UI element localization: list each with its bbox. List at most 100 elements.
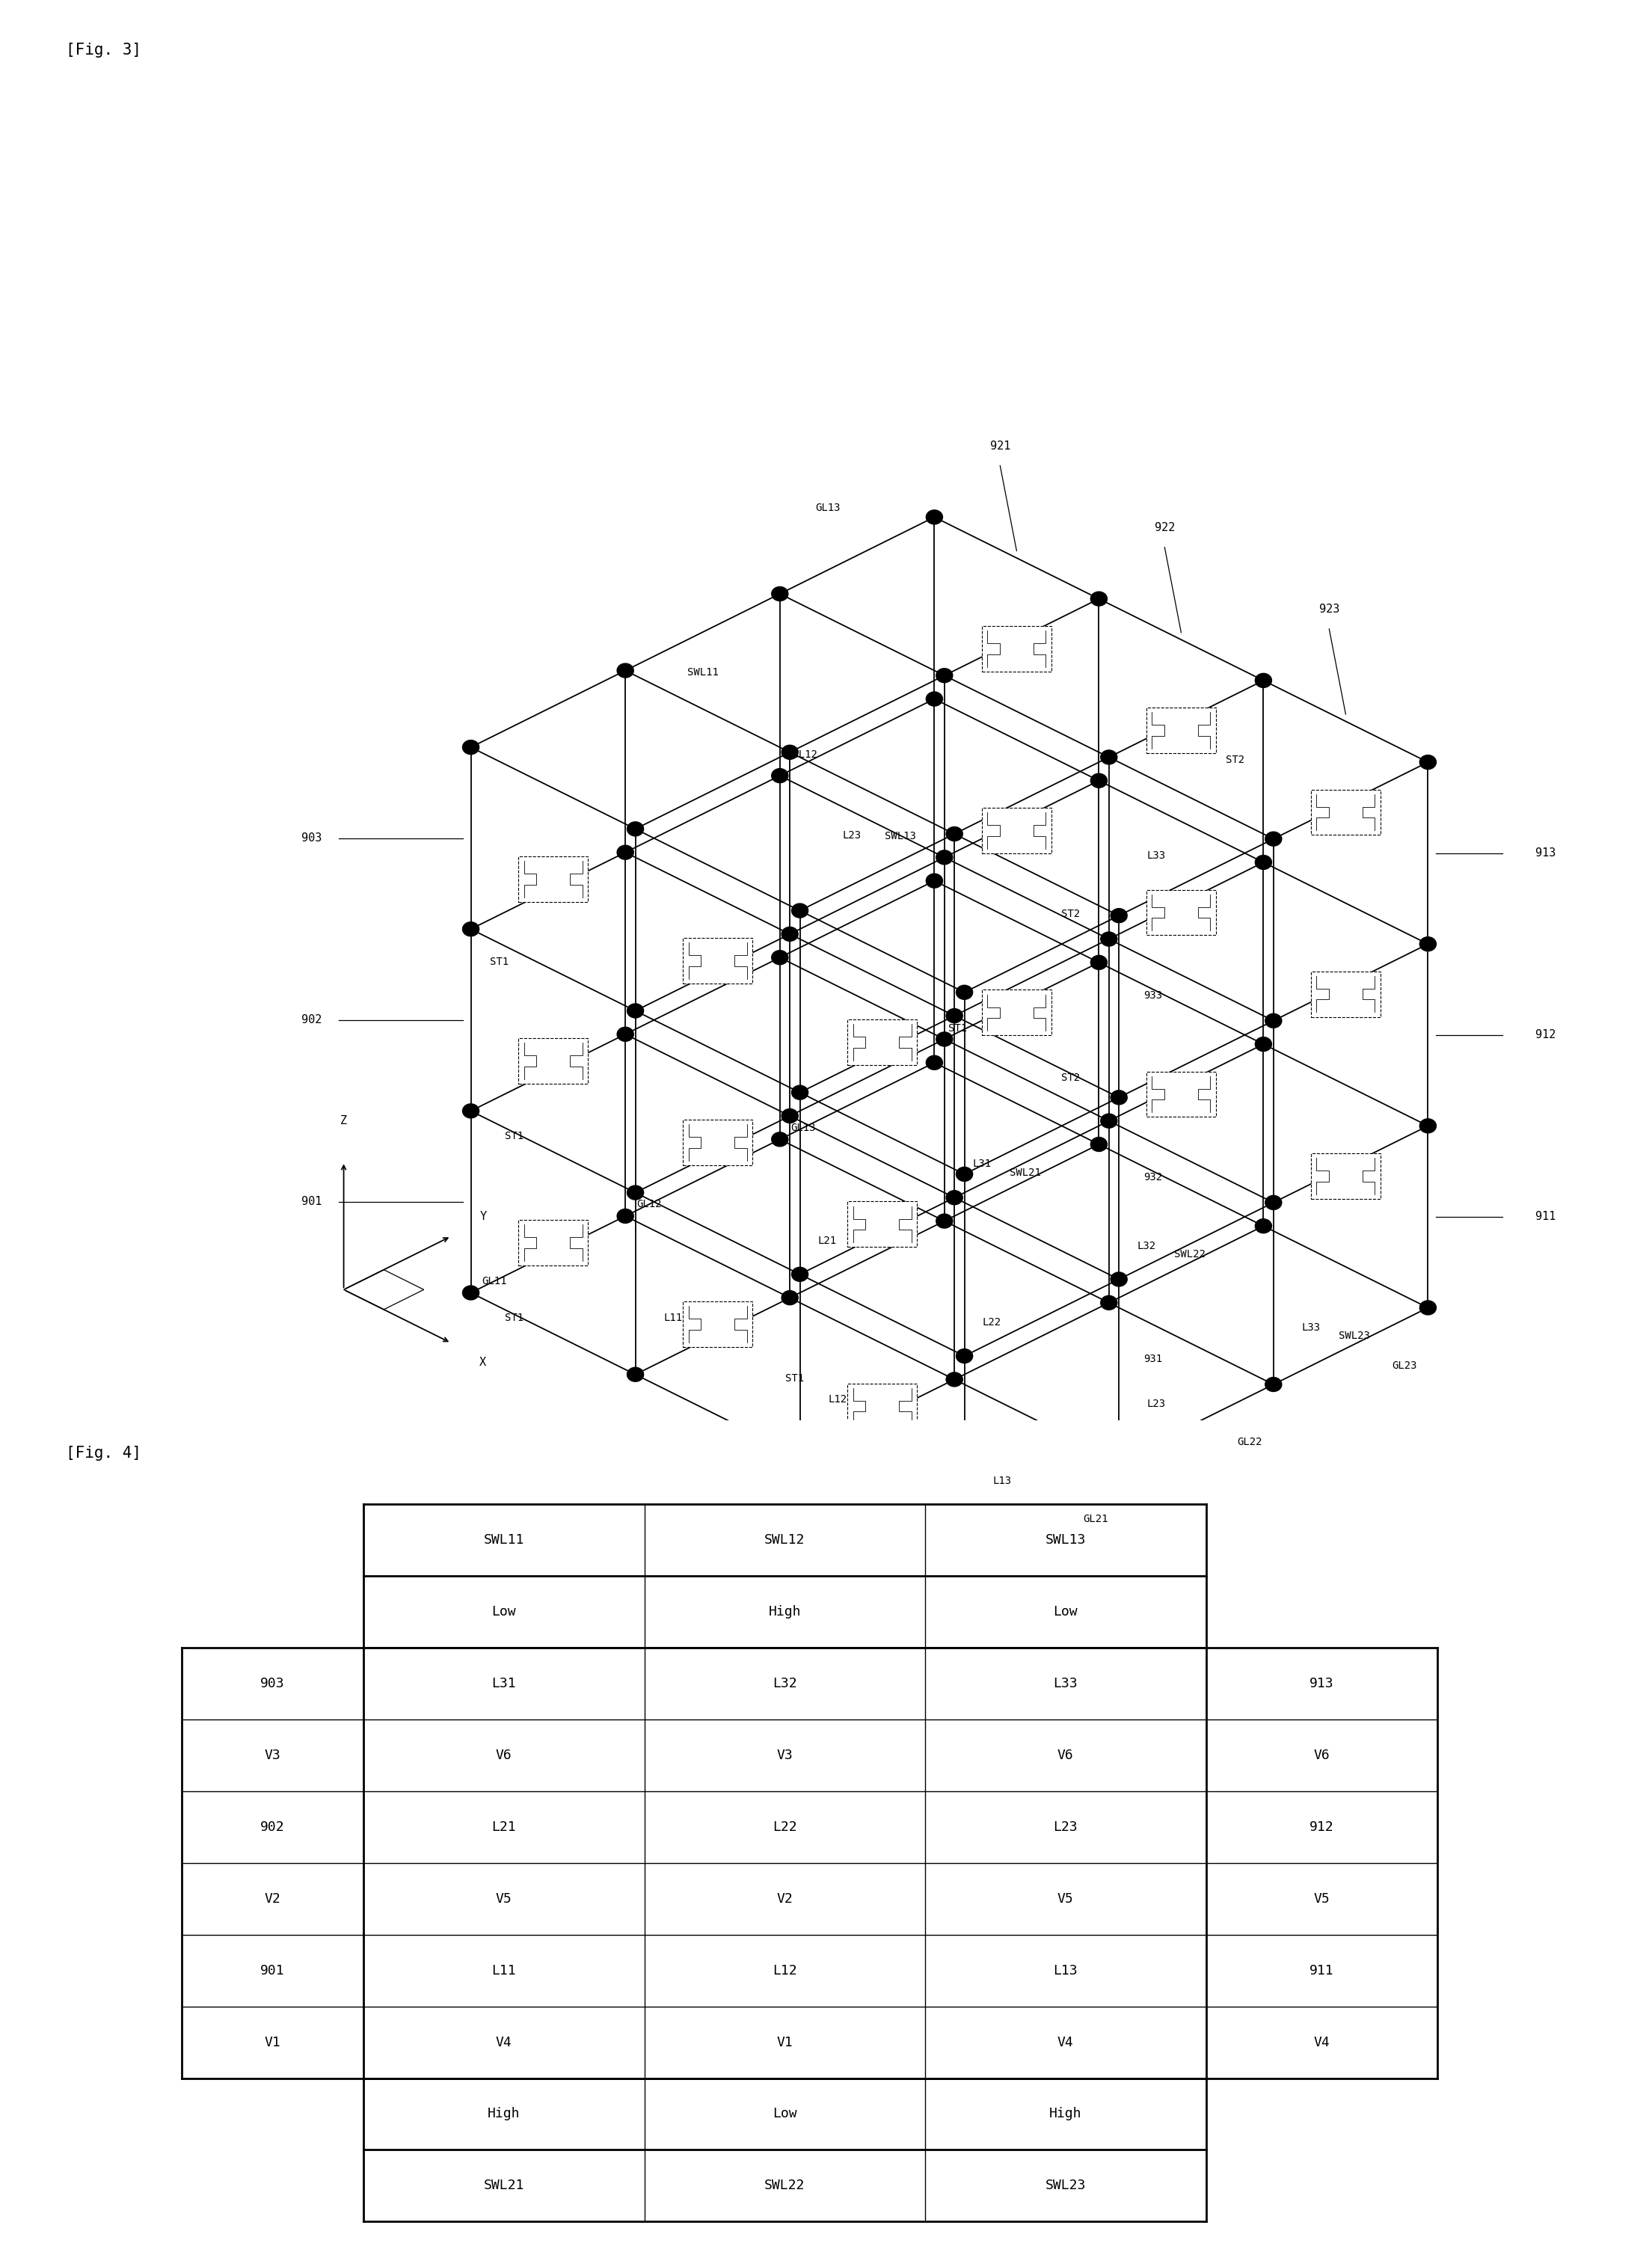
Circle shape — [628, 1186, 644, 1200]
Text: V3: V3 — [776, 1748, 793, 1761]
Text: L32: L32 — [773, 1678, 796, 1691]
Text: SWL12: SWL12 — [765, 1533, 805, 1547]
Circle shape — [781, 1290, 798, 1306]
Circle shape — [937, 1033, 953, 1046]
Circle shape — [927, 1055, 943, 1069]
Text: GL22: GL22 — [1237, 1436, 1262, 1448]
Circle shape — [1256, 1037, 1272, 1051]
Circle shape — [947, 828, 963, 841]
Circle shape — [463, 922, 479, 936]
Text: V4: V4 — [1057, 2036, 1074, 2050]
Bar — [519, 1037, 588, 1085]
Text: V5: V5 — [1313, 1892, 1330, 1905]
Bar — [519, 1220, 588, 1265]
Circle shape — [771, 949, 788, 965]
Circle shape — [771, 586, 788, 600]
Circle shape — [781, 1109, 798, 1123]
Text: L33: L33 — [1054, 1678, 1077, 1691]
Text: 913: 913 — [1310, 1678, 1333, 1691]
Circle shape — [1100, 751, 1117, 764]
Text: 901: 901 — [302, 1195, 322, 1206]
Text: V2: V2 — [264, 1892, 281, 1905]
Circle shape — [1265, 832, 1282, 846]
Circle shape — [1100, 931, 1117, 947]
Bar — [1146, 708, 1216, 753]
Bar — [1312, 972, 1381, 1017]
Text: ST1: ST1 — [506, 1312, 524, 1324]
Bar — [847, 1382, 917, 1430]
Text: SWL11: SWL11 — [484, 1533, 524, 1547]
Text: ST1: ST1 — [489, 956, 509, 967]
Text: ST1: ST1 — [785, 1373, 805, 1385]
Text: V4: V4 — [1313, 2036, 1330, 2050]
Text: 912: 912 — [1310, 1820, 1333, 1833]
Text: SWL22: SWL22 — [1175, 1249, 1204, 1261]
Circle shape — [1265, 1378, 1282, 1391]
Text: 921: 921 — [990, 440, 1011, 451]
Bar — [981, 990, 1051, 1035]
Text: Y: Y — [479, 1211, 486, 1222]
Circle shape — [771, 769, 788, 782]
Circle shape — [1265, 1015, 1282, 1028]
Circle shape — [927, 873, 943, 888]
Circle shape — [1419, 755, 1436, 769]
Circle shape — [957, 985, 973, 999]
Text: High: High — [487, 2106, 520, 2120]
Text: L21: L21 — [492, 1820, 515, 1833]
Bar — [847, 1019, 917, 1064]
Circle shape — [791, 1450, 808, 1463]
Text: V3: V3 — [264, 1748, 281, 1761]
Circle shape — [927, 692, 943, 706]
Bar — [847, 1202, 917, 1247]
Text: L21: L21 — [818, 1236, 836, 1247]
Text: L33: L33 — [1302, 1321, 1320, 1333]
Text: 902: 902 — [261, 1820, 284, 1833]
Text: L22: L22 — [773, 1820, 796, 1833]
Text: 913: 913 — [1535, 848, 1556, 859]
Bar — [981, 627, 1051, 672]
Text: SWL13: SWL13 — [1046, 1533, 1085, 1547]
Circle shape — [628, 821, 644, 837]
Text: V4: V4 — [496, 2036, 512, 2050]
Circle shape — [1110, 1091, 1127, 1105]
Text: V5: V5 — [496, 1892, 512, 1905]
Text: L23: L23 — [843, 830, 861, 841]
Text: ST1: ST1 — [948, 1024, 966, 1033]
Circle shape — [771, 1132, 788, 1146]
Text: GL13: GL13 — [816, 503, 841, 512]
Text: Z: Z — [340, 1114, 347, 1125]
Text: [Fig. 4]: [Fig. 4] — [66, 1445, 142, 1461]
Circle shape — [791, 1085, 808, 1100]
Circle shape — [947, 1008, 963, 1024]
Text: 902: 902 — [302, 1015, 322, 1026]
Circle shape — [957, 1348, 973, 1362]
Circle shape — [1265, 1195, 1282, 1209]
Circle shape — [1256, 1220, 1272, 1233]
Text: V5: V5 — [1057, 1892, 1074, 1905]
Circle shape — [947, 1373, 963, 1387]
Text: SWL23: SWL23 — [1338, 1330, 1370, 1342]
Circle shape — [1090, 1137, 1107, 1152]
Text: V1: V1 — [776, 2036, 793, 2050]
Bar — [1312, 1152, 1381, 1200]
Text: L31: L31 — [492, 1678, 515, 1691]
Text: 933: 933 — [1143, 990, 1163, 1001]
Text: 901: 901 — [261, 1964, 284, 1978]
Circle shape — [937, 850, 953, 864]
Text: SWL22: SWL22 — [765, 2178, 805, 2192]
Text: L32: L32 — [1137, 1240, 1156, 1252]
Text: L33: L33 — [1146, 850, 1166, 861]
Circle shape — [1110, 909, 1127, 922]
Bar — [1146, 891, 1216, 936]
Text: 903: 903 — [261, 1678, 284, 1691]
Circle shape — [927, 510, 943, 523]
Text: L13: L13 — [993, 1475, 1011, 1486]
Circle shape — [1256, 674, 1272, 688]
Text: L11: L11 — [492, 1964, 515, 1978]
Circle shape — [463, 740, 479, 755]
Text: L12: L12 — [773, 1964, 796, 1978]
Circle shape — [1100, 1114, 1117, 1128]
Text: High: High — [1049, 2106, 1082, 2120]
Text: X: X — [479, 1358, 486, 1369]
Circle shape — [1419, 936, 1436, 952]
